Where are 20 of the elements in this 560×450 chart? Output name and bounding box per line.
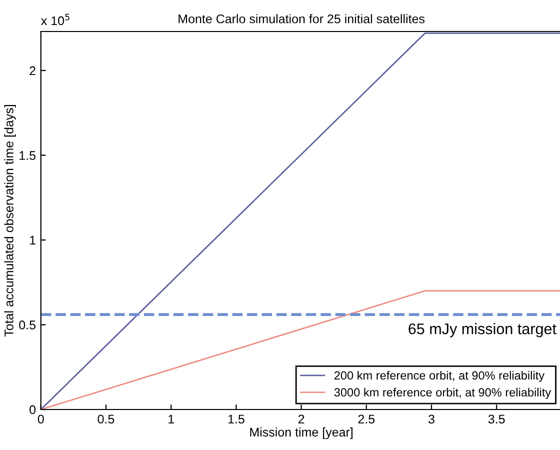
text: x 10$^{5}$ bbox=[41, 14, 70, 26]
x-tick-label: 0.5 bbox=[98, 414, 114, 424]
legend-label: 3000 km reference orbit, at 90% reliability bbox=[334, 388, 552, 399]
x-tick-label: 3 bbox=[428, 414, 434, 424]
x-tick-label: 2.5 bbox=[358, 414, 375, 424]
x-tick-label: 1 bbox=[168, 414, 174, 424]
y-tick-label: 2 bbox=[30, 66, 36, 76]
y-tick-label: 0.5 bbox=[19, 320, 36, 330]
legend-label: 200 km reference orbit, at 90% reliability bbox=[334, 370, 544, 382]
chart-title: Monte Carlo simulation for 25 initial satellites bbox=[178, 14, 424, 24]
x-tick-label: 3.5 bbox=[488, 414, 505, 424]
y-tick-label: 1.5 bbox=[20, 151, 36, 160]
y-axis-title: Total accumulated observation time [days] bbox=[4, 105, 16, 337]
x-tick-label: 1.5 bbox=[228, 414, 244, 424]
x-axis-title: Mission time [year] bbox=[250, 427, 352, 440]
y-tick-label: 1 bbox=[30, 236, 36, 245]
x-tick-label: 2 bbox=[298, 414, 304, 424]
y-tick-label: 0 bbox=[30, 405, 36, 414]
ref-line-label: 65 mJy mission target bbox=[408, 323, 556, 338]
x-tick-label: 0 bbox=[38, 414, 44, 424]
